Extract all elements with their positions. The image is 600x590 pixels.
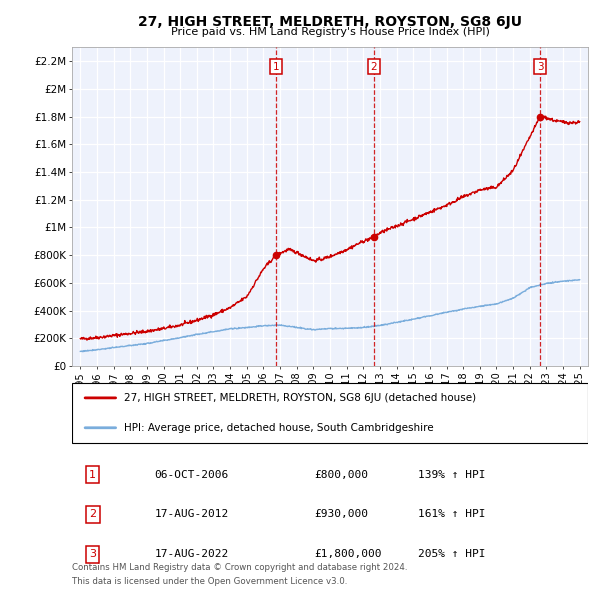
Text: 06-OCT-2006: 06-OCT-2006 [155, 470, 229, 480]
Text: £800,000: £800,000 [314, 470, 368, 480]
Text: This data is licensed under the Open Government Licence v3.0.: This data is licensed under the Open Gov… [72, 577, 347, 586]
Text: Price paid vs. HM Land Registry's House Price Index (HPI): Price paid vs. HM Land Registry's House … [170, 27, 490, 37]
Text: 2: 2 [89, 509, 96, 519]
Text: 3: 3 [89, 549, 96, 559]
Text: 205% ↑ HPI: 205% ↑ HPI [418, 549, 485, 559]
Text: 17-AUG-2022: 17-AUG-2022 [155, 549, 229, 559]
Text: 3: 3 [537, 62, 544, 72]
Text: 27, HIGH STREET, MELDRETH, ROYSTON, SG8 6JU (detached house): 27, HIGH STREET, MELDRETH, ROYSTON, SG8 … [124, 393, 476, 403]
Text: £1,800,000: £1,800,000 [314, 549, 382, 559]
Text: 1: 1 [273, 62, 280, 72]
FancyBboxPatch shape [72, 383, 588, 442]
Text: 139% ↑ HPI: 139% ↑ HPI [418, 470, 485, 480]
Text: 17-AUG-2012: 17-AUG-2012 [155, 509, 229, 519]
Text: 27, HIGH STREET, MELDRETH, ROYSTON, SG8 6JU: 27, HIGH STREET, MELDRETH, ROYSTON, SG8 … [138, 15, 522, 29]
Text: HPI: Average price, detached house, South Cambridgeshire: HPI: Average price, detached house, Sout… [124, 423, 433, 433]
Text: 161% ↑ HPI: 161% ↑ HPI [418, 509, 485, 519]
Text: 2: 2 [370, 62, 377, 72]
Text: 1: 1 [89, 470, 96, 480]
Text: £930,000: £930,000 [314, 509, 368, 519]
Text: Contains HM Land Registry data © Crown copyright and database right 2024.: Contains HM Land Registry data © Crown c… [72, 563, 407, 572]
